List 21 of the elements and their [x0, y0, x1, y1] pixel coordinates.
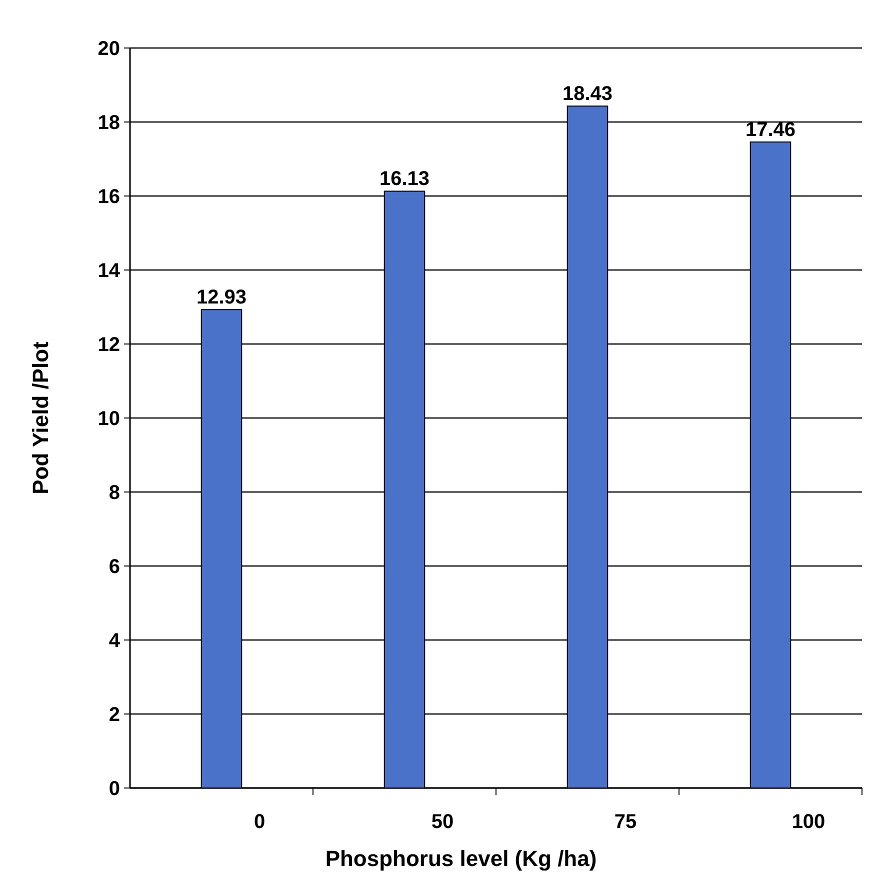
y-axis-title: Pod Yield /Plot — [28, 340, 53, 494]
y-tick-label: 20 — [98, 38, 120, 60]
x-tick-label: 75 — [614, 811, 637, 833]
x-tick-label: 50 — [431, 811, 454, 833]
x-tick-label: 0 — [254, 811, 266, 833]
data-label: 12.93 — [196, 286, 247, 309]
y-tick-label: 10 — [98, 408, 120, 430]
y-tick-label: 18 — [98, 112, 120, 134]
data-label: 17.46 — [745, 118, 796, 141]
y-tick-label: 0 — [108, 778, 120, 800]
y-tick-label: 12 — [98, 334, 120, 356]
y-tick-label: 2 — [108, 704, 120, 726]
y-tick-label: 8 — [108, 482, 120, 504]
data-label: 16.13 — [379, 168, 430, 190]
x-axis-title: Phosphorus level (Kg /ha) — [325, 846, 597, 871]
y-tick-label: 14 — [98, 260, 121, 282]
y-tick-label: 6 — [108, 556, 120, 578]
y-tick-label: 16 — [98, 186, 120, 208]
data-label: 18.43 — [562, 83, 613, 106]
y-tick-label: 4 — [108, 630, 121, 652]
x-tick-label: 100 — [792, 811, 826, 833]
